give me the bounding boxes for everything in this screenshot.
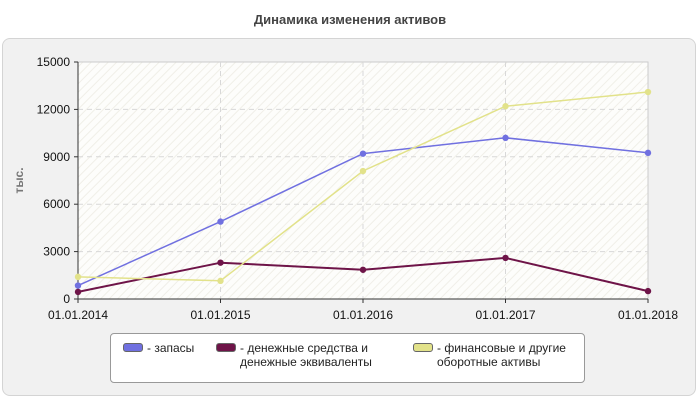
y-tick-label: 15000 bbox=[37, 55, 71, 69]
legend-swatch-financial bbox=[413, 343, 433, 352]
legend: - запасы - денежные средства и денежные … bbox=[110, 333, 585, 383]
legend-item-stocks: - запасы bbox=[123, 341, 194, 355]
legend-swatch-cash bbox=[216, 343, 236, 352]
data-point bbox=[74, 288, 82, 296]
series bbox=[74, 88, 652, 296]
data-point bbox=[502, 254, 509, 262]
y-tick-label: 9000 bbox=[43, 150, 70, 164]
legend-label-financial: - финансовые и другие оборотные активы bbox=[437, 341, 566, 369]
y-tick-label: 0 bbox=[63, 292, 70, 306]
y-tick-label: 12000 bbox=[37, 102, 71, 116]
data-point bbox=[74, 282, 82, 289]
data-point bbox=[217, 277, 224, 285]
data-point bbox=[644, 287, 652, 295]
y-tick-label: 6000 bbox=[43, 197, 70, 211]
x-tick-label: 01.01.2014 bbox=[48, 308, 108, 322]
data-point bbox=[217, 259, 224, 266]
legend-label-stocks: - запасы bbox=[147, 341, 195, 355]
legend-item-financial: - финансовые и другие оборотные активы bbox=[413, 341, 566, 369]
x-tick-label: 01.01.2017 bbox=[475, 308, 535, 322]
tick-labels: 15000 12000 9000 6000 3000 0 01.01.2014 01.01.2… bbox=[37, 55, 679, 322]
y-tick-label: 3000 bbox=[43, 245, 70, 259]
data-point bbox=[217, 218, 224, 225]
data-point bbox=[359, 150, 367, 157]
series-2 bbox=[74, 88, 652, 285]
chart-title: Динамика изменения активов bbox=[253, 12, 447, 27]
data-point bbox=[502, 103, 509, 110]
y-axis-label: тыс. bbox=[12, 167, 26, 193]
data-point bbox=[644, 88, 652, 96]
data-point bbox=[359, 167, 367, 175]
grid bbox=[78, 62, 648, 299]
x-tick-label: 01.01.2015 bbox=[190, 308, 250, 322]
data-point bbox=[359, 266, 367, 273]
data-point bbox=[644, 149, 652, 157]
data-point bbox=[502, 134, 509, 142]
legend-item-cash: - денежные средства и денежные эквивален… bbox=[216, 341, 372, 369]
data-point bbox=[74, 273, 82, 281]
axes bbox=[74, 61, 649, 303]
series-0 bbox=[74, 134, 652, 289]
x-tick-label: 01.01.2016 bbox=[333, 308, 393, 322]
x-tick-label: 01.01.2018 bbox=[618, 308, 678, 322]
legend-label-cash: - денежные средства и денежные эквивален… bbox=[240, 341, 372, 369]
legend-swatch-stocks bbox=[123, 343, 143, 352]
series-1 bbox=[74, 254, 652, 296]
